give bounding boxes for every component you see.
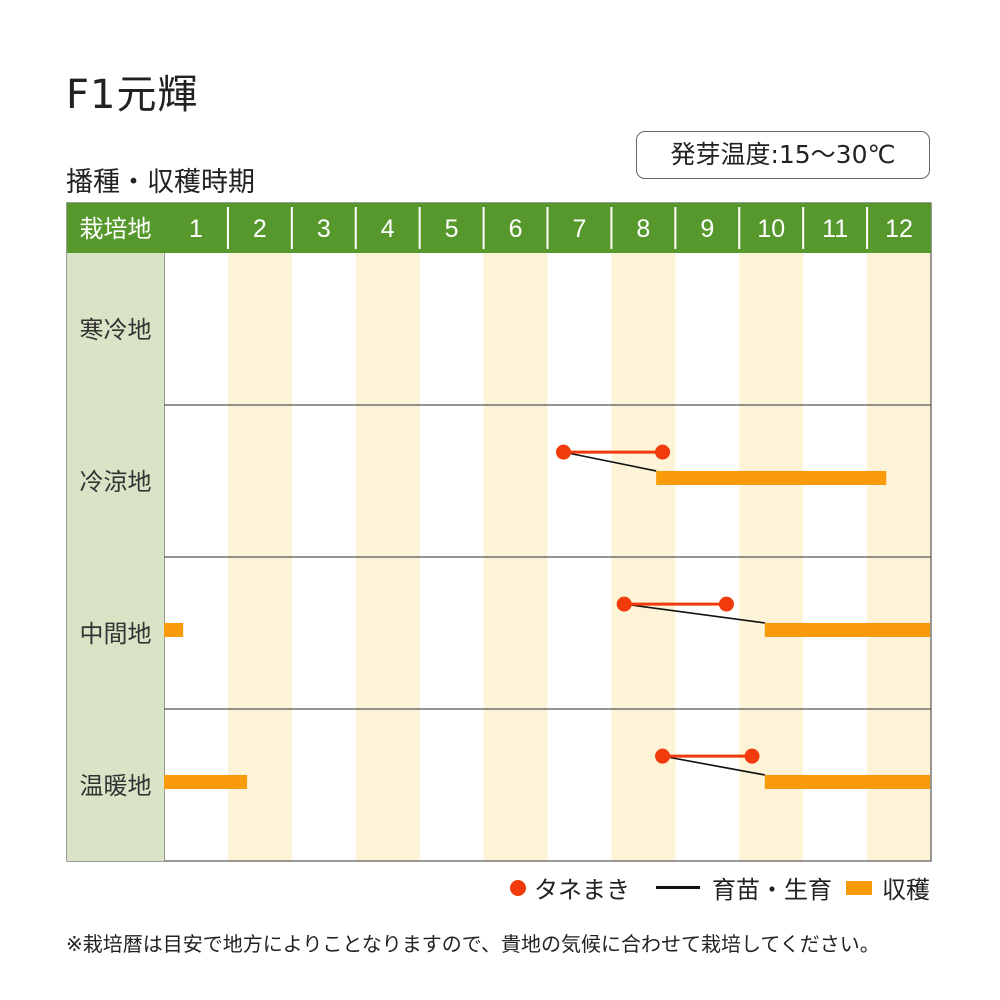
page-title: F1元輝 <box>66 72 199 118</box>
legend-harvest: 収穫 <box>846 870 930 905</box>
month-label: 5 <box>445 215 459 243</box>
harvest-bar-icon <box>846 880 872 895</box>
header-label: 栽培地 <box>80 215 152 243</box>
sowing-end-dot <box>655 444 671 460</box>
region-cell <box>67 253 164 405</box>
sowing-dot-icon <box>510 879 526 896</box>
harvest-bar <box>164 774 248 789</box>
month-label: 10 <box>757 215 785 243</box>
month-label: 9 <box>700 215 714 243</box>
footnote: ※栽培暦は目安で地方によりことなりますので、貴地の気候に合わせて栽培してください… <box>66 932 880 956</box>
legend-growing-label: 育苗・生育 <box>712 876 832 904</box>
legend-sowing-label: タネまき <box>534 876 630 904</box>
growing-line-icon <box>656 886 700 889</box>
month-label: 7 <box>573 215 587 243</box>
growing-line <box>662 755 765 776</box>
sowing-start-dot <box>616 596 632 612</box>
region-label: 寒冷地 <box>80 316 152 344</box>
harvest-bar <box>764 622 930 637</box>
region-label: 温暖地 <box>80 772 152 800</box>
region-label: 冷涼地 <box>80 468 152 496</box>
harvest-bar <box>164 622 184 637</box>
month-label: 2 <box>253 215 267 243</box>
region-cell <box>67 405 164 557</box>
month-label: 6 <box>509 215 523 243</box>
sowing-start-dot <box>655 748 671 764</box>
germination-temp-badge: 発芽温度:15〜30℃ <box>636 131 930 179</box>
month-label: 8 <box>636 215 650 243</box>
legend-sowing: タネまき <box>510 870 630 905</box>
region-label: 中間地 <box>80 620 152 648</box>
region-cell <box>67 557 164 709</box>
growing-line <box>624 603 765 624</box>
month-label: 3 <box>317 215 331 243</box>
sowing-start-dot <box>555 444 571 460</box>
sowing-end-dot <box>744 748 760 764</box>
month-label: 11 <box>822 215 848 243</box>
legend-growing: 育苗・生育 <box>656 870 832 905</box>
growing-line <box>563 451 657 472</box>
header-row <box>67 203 931 253</box>
month-label: 1 <box>189 215 203 243</box>
month-label: 4 <box>381 215 395 243</box>
harvest-bar <box>764 774 930 789</box>
chart-subtitle: 播種・収穫時期 <box>66 167 255 198</box>
legend-harvest-label: 収穫 <box>882 876 930 904</box>
region-cell <box>67 709 164 861</box>
sowing-end-dot <box>718 596 734 612</box>
month-label: 12 <box>885 215 913 243</box>
harvest-bar <box>656 470 887 485</box>
